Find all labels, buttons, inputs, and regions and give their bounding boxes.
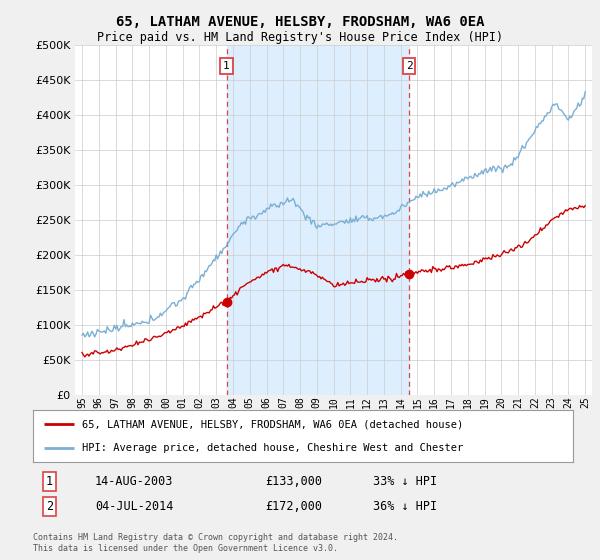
Text: 1: 1 <box>223 61 230 71</box>
Text: Price paid vs. HM Land Registry's House Price Index (HPI): Price paid vs. HM Land Registry's House … <box>97 31 503 44</box>
Text: 2: 2 <box>406 61 412 71</box>
Text: HPI: Average price, detached house, Cheshire West and Chester: HPI: Average price, detached house, Ches… <box>82 442 463 452</box>
Text: 04-JUL-2014: 04-JUL-2014 <box>95 500 173 513</box>
Text: £133,000: £133,000 <box>265 475 322 488</box>
Text: 65, LATHAM AVENUE, HELSBY, FRODSHAM, WA6 0EA (detached house): 65, LATHAM AVENUE, HELSBY, FRODSHAM, WA6… <box>82 419 463 430</box>
Text: 2: 2 <box>46 500 53 513</box>
Bar <box>227 45 409 395</box>
Text: 65, LATHAM AVENUE, HELSBY, FRODSHAM, WA6 0EA: 65, LATHAM AVENUE, HELSBY, FRODSHAM, WA6… <box>116 15 484 29</box>
Text: This data is licensed under the Open Government Licence v3.0.: This data is licensed under the Open Gov… <box>33 544 338 553</box>
Text: 33% ↓ HPI: 33% ↓ HPI <box>373 475 437 488</box>
Text: 14-AUG-2003: 14-AUG-2003 <box>95 475 173 488</box>
Text: 36% ↓ HPI: 36% ↓ HPI <box>373 500 437 513</box>
Text: 1: 1 <box>46 475 53 488</box>
Text: Contains HM Land Registry data © Crown copyright and database right 2024.: Contains HM Land Registry data © Crown c… <box>33 533 398 542</box>
Text: £172,000: £172,000 <box>265 500 322 513</box>
